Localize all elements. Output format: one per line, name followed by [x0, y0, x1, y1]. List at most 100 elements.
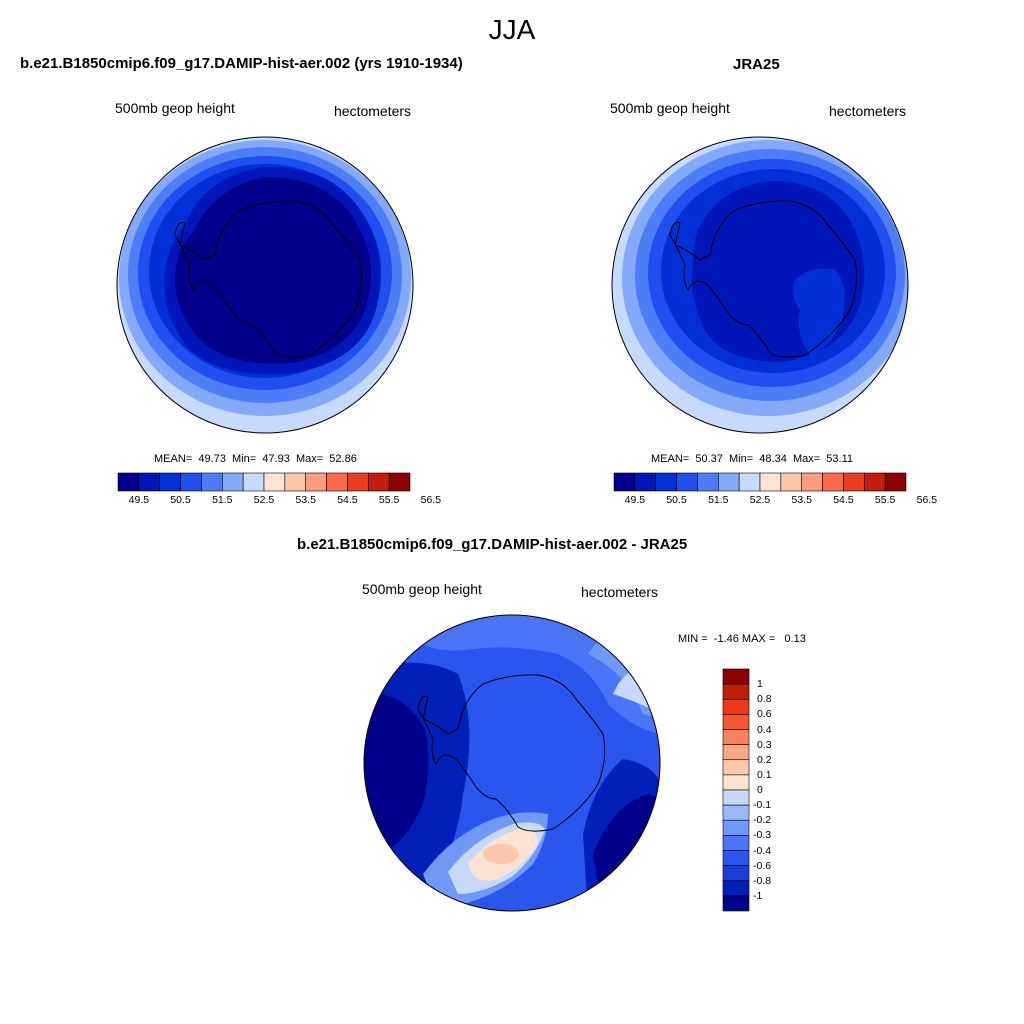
panel2-colorbar-swatch — [676, 472, 698, 492]
panel2-colorbar-tick-label: 53.5 — [791, 494, 812, 506]
panel1-colorbar — [117, 472, 411, 492]
panel3-colorbar-swatch — [722, 819, 750, 836]
panel3-contour-fill — [364, 615, 660, 911]
panel1-colorbar-tick-label: 53.5 — [295, 494, 316, 506]
panel2-contour-fill — [612, 137, 908, 433]
panel3-colorbar-swatch — [722, 835, 750, 851]
panel3-colorbar-swatch — [722, 789, 750, 806]
panel3-colorbar-tick-label: -0.3 — [753, 829, 772, 842]
panel2-colorbar-swatch — [884, 472, 907, 492]
panel1-colorbar-swatch — [242, 472, 265, 492]
panel1-polar-map — [116, 136, 414, 434]
panel2-colorbar-swatch — [634, 472, 657, 492]
panel1-colorbar-tick-label: 54.5 — [337, 494, 358, 506]
panel2-antarctica-coastline — [669, 200, 858, 358]
panel2-map-border — [611, 136, 909, 434]
panel2-colorbar-swatch — [613, 472, 636, 492]
panel3-positive-2 — [483, 844, 519, 864]
panel2-polar-map — [611, 136, 909, 434]
panel1-stats: MEAN= 49.73 Min= 47.93 Max= 52.86 — [154, 453, 357, 465]
panel2-colorbar-swatch — [655, 472, 677, 492]
panel3-variable-label: 500mb geop height — [362, 581, 482, 597]
panel2-colorbar-tick-label: 49.5 — [624, 494, 646, 506]
panel2-colorbar-swatch — [843, 472, 865, 492]
panel3-units-label: hectometers — [581, 584, 659, 600]
panel3-colorbar-swatch — [722, 714, 750, 730]
panel2-colorbar-tick-label: 55.5 — [874, 494, 896, 506]
panel3-colorbar-swatch — [722, 759, 750, 776]
panel2-title: JRA25 — [733, 56, 780, 73]
panel2-colorbar-swatch — [863, 472, 886, 492]
panel3-map-border — [363, 614, 661, 912]
panel1-colorbar-swatch — [221, 472, 244, 492]
panel1-colorbar-swatch — [159, 472, 181, 492]
panel3-colorbar-swatch — [722, 895, 750, 912]
panel2-colorbar-swatch — [759, 472, 782, 492]
panel1-colorbar-swatch — [347, 472, 369, 492]
panel3-colorbar-tick-label: 0 — [757, 784, 763, 796]
panel2-variable-label: 500mb geop height — [610, 100, 730, 116]
panel3-colorbar-tick-label: -0.6 — [753, 859, 772, 872]
panel3-colorbar-swatch — [722, 698, 750, 715]
panel1-title: b.e21.B1850cmip6.f09_g17.DAMIP-hist-aer.… — [20, 55, 463, 72]
panel3-colorbar-swatch — [722, 729, 750, 745]
panel1-colorbar-tick-label: 55.5 — [378, 494, 400, 506]
panel2-colorbar-swatch — [717, 472, 740, 492]
panel2-colorbar-swatch — [697, 472, 719, 492]
panel2-colorbar-tick-label: 54.5 — [833, 494, 854, 506]
panel1-band-6 — [174, 177, 372, 364]
panel2-colorbar-labels: 49.5 50.5 51.5 52.5 53.5 54.5 55.5 56.5 — [614, 494, 937, 508]
panel3-colorbar-tick-label: 0.3 — [757, 738, 772, 751]
panel3-colorbar-tick-label: 0.2 — [757, 753, 772, 766]
panel3-colorbar-labels: 1 0.8 0.6 0.4 0.3 0.2 0.1 0 -0.1 -0.2 -0.3 -0.4 -0.6… — [753, 669, 813, 911]
panel1-colorbar-swatch — [326, 472, 348, 492]
figure-season-title: JJA — [488, 14, 536, 45]
panel2-stats: MEAN= 50.37 Min= 48.34 Max= 53.11 — [651, 453, 853, 465]
panel3-colorbar-tick-label: 0.4 — [757, 723, 772, 736]
panel2-colorbar-swatch — [822, 472, 844, 492]
panel3-colorbar — [722, 668, 750, 912]
panel1-contour-fill — [117, 137, 413, 433]
panel2-colorbar-tick-label: 56.5 — [916, 494, 938, 506]
panel3-colorbar-swatch — [722, 744, 750, 761]
panel1-colorbar-swatch — [284, 472, 307, 492]
panel3-colorbar-swatch — [722, 774, 750, 791]
panel3-colorbar-tick-label: -0.1 — [753, 799, 772, 812]
panel1-colorbar-tick-label: 56.5 — [420, 494, 442, 506]
panel2-colorbar-tick-label: 52.5 — [749, 494, 771, 506]
panel1-colorbar-swatch — [117, 472, 140, 492]
panel2-units-label: hectometers — [829, 103, 907, 119]
panel1-colorbar-swatch — [305, 472, 327, 492]
panel3-colorbar-tick-label: 1 — [757, 678, 763, 691]
panel2-colorbar-tick-label: 51.5 — [708, 494, 729, 506]
panel3-colorbar-tick-label: -0.4 — [753, 844, 772, 857]
panel3-colorbar-tick-label: -0.2 — [753, 814, 772, 827]
panel1-variable-label: 500mb geop height — [115, 100, 235, 116]
panel1-colorbar-tick-label: 52.5 — [253, 494, 275, 506]
panel1-map-border — [116, 136, 414, 434]
panel1-units-label: hectometers — [334, 103, 412, 119]
panel3-colorbar-tick-label: 0.6 — [757, 708, 772, 721]
panel3-colorbar-swatch — [722, 668, 750, 685]
panel1-colorbar-tick-label: 49.5 — [128, 494, 150, 506]
panel3-antarctica-coastline — [417, 674, 606, 832]
panel3-colorbar-swatch — [722, 683, 750, 700]
panel2-colorbar-tick-label: 50.5 — [666, 494, 687, 506]
panel3-colorbar-swatch — [722, 804, 750, 821]
panel3-title: b.e21.B1850cmip6.f09_g17.DAMIP-hist-aer.… — [297, 536, 688, 553]
panel1-colorbar-swatch — [367, 472, 390, 492]
panel3-colorbar-tick-label: 0.8 — [757, 693, 772, 706]
panel2-band-5 — [691, 180, 865, 362]
panel3-colorbar-tick-label: 0.1 — [757, 768, 772, 781]
panel1-colorbar-swatch — [388, 472, 411, 492]
panel1-colorbar-swatch — [138, 472, 161, 492]
panel3-colorbar-swatch — [722, 865, 750, 882]
panel3-colorbar-swatch — [722, 850, 750, 866]
panel1-colorbar-tick-label: 51.5 — [212, 494, 233, 506]
panel1-antarctica-coastline — [174, 200, 363, 358]
panel1-colorbar-tick-label: 50.5 — [170, 494, 191, 506]
panel2-colorbar-swatch — [801, 472, 823, 492]
panel2-colorbar — [613, 472, 907, 492]
panel3-west-dark — [364, 693, 429, 854]
panel3-colorbar-tick-label: -1 — [753, 889, 763, 902]
